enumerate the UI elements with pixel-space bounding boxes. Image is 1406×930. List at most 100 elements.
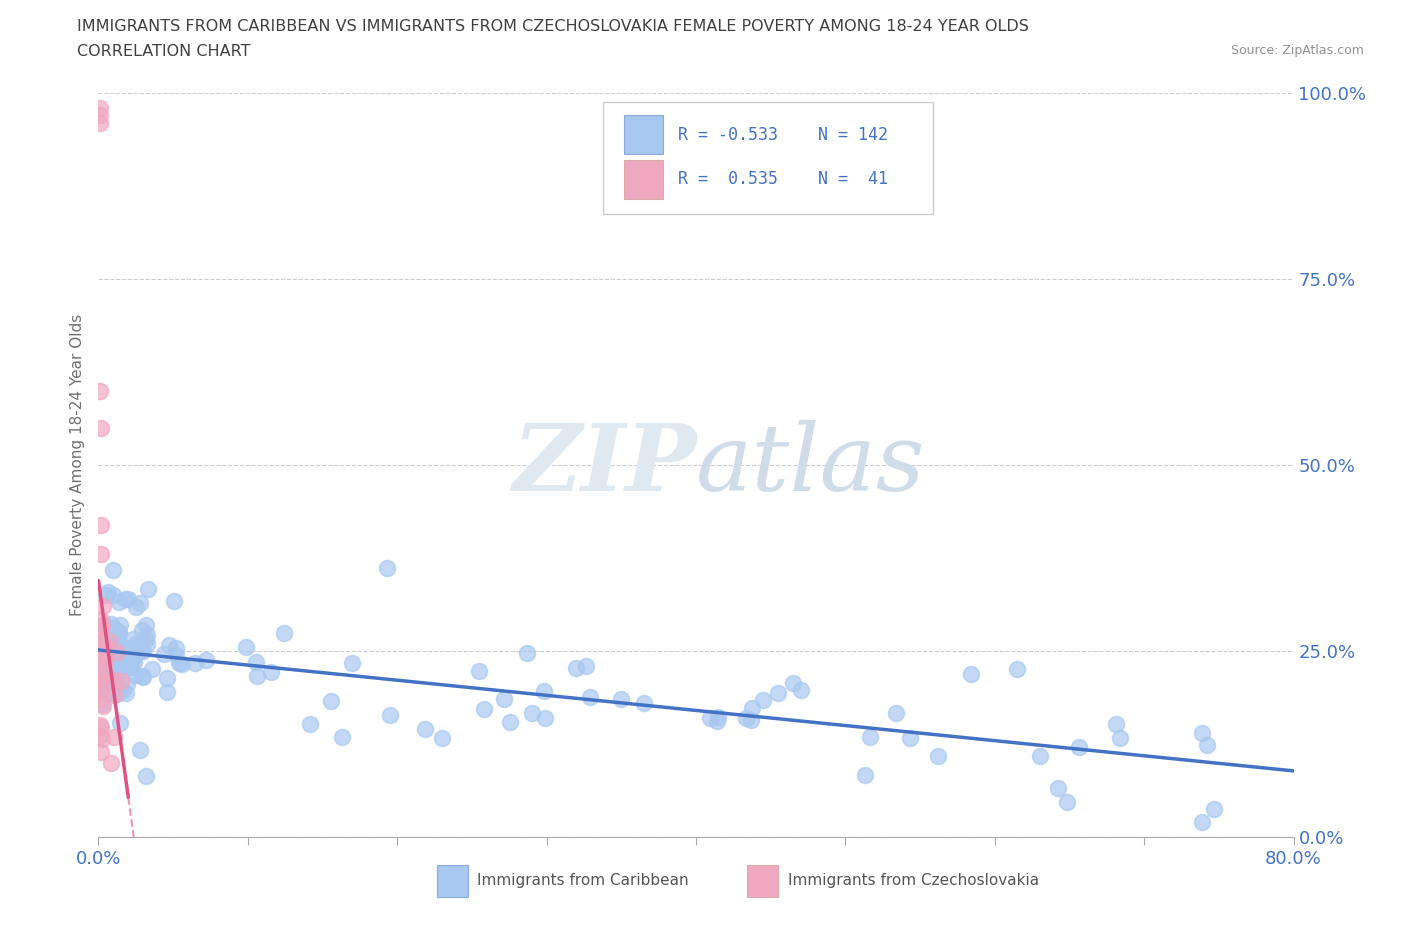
Point xyxy=(564,660,586,675)
Point xyxy=(89,620,111,635)
Point xyxy=(91,618,114,633)
Point xyxy=(105,644,128,659)
Point xyxy=(898,731,921,746)
Point xyxy=(1029,749,1052,764)
Point xyxy=(104,648,127,663)
Text: atlas: atlas xyxy=(696,420,925,510)
Point xyxy=(103,688,125,703)
Point xyxy=(97,585,120,600)
Point xyxy=(740,712,762,727)
Point xyxy=(93,599,115,614)
Point xyxy=(104,654,127,669)
Point xyxy=(169,656,191,671)
Point xyxy=(105,653,128,668)
Point xyxy=(89,633,111,648)
Point xyxy=(533,684,555,698)
Text: CORRELATION CHART: CORRELATION CHART xyxy=(77,44,250,59)
Text: ZIP: ZIP xyxy=(512,420,696,510)
Point xyxy=(105,666,128,681)
Point xyxy=(89,684,111,698)
Point xyxy=(97,633,120,648)
Point xyxy=(472,702,495,717)
Point xyxy=(90,420,112,435)
Point xyxy=(124,640,146,655)
Point xyxy=(107,679,129,694)
Point xyxy=(108,625,131,640)
Point xyxy=(131,622,153,637)
Point xyxy=(298,716,321,731)
Point xyxy=(100,617,122,631)
Point xyxy=(101,620,124,635)
Point xyxy=(706,714,728,729)
Point xyxy=(1056,795,1078,810)
Point xyxy=(1191,815,1213,830)
Point xyxy=(165,647,187,662)
Point xyxy=(89,729,111,744)
Point xyxy=(534,711,557,725)
Point xyxy=(115,677,138,692)
Point xyxy=(105,624,128,639)
Point xyxy=(1108,731,1130,746)
Point xyxy=(90,646,112,661)
Point xyxy=(114,685,136,700)
Point xyxy=(94,655,117,670)
Point xyxy=(859,730,882,745)
Point xyxy=(128,595,150,610)
Point xyxy=(413,721,436,736)
Point xyxy=(101,665,124,680)
Point xyxy=(90,633,112,648)
Point xyxy=(89,115,111,130)
Point xyxy=(135,768,157,783)
Point xyxy=(101,563,124,578)
Point xyxy=(707,710,730,724)
Point xyxy=(579,690,602,705)
Point xyxy=(89,672,111,687)
Point xyxy=(136,636,159,651)
Point xyxy=(170,657,193,671)
Point xyxy=(107,660,129,675)
Point xyxy=(117,591,139,606)
Point xyxy=(1067,739,1090,754)
Point xyxy=(103,633,125,648)
Point xyxy=(90,674,112,689)
Point xyxy=(91,671,114,686)
Point xyxy=(89,108,111,123)
Point xyxy=(260,664,283,679)
Point xyxy=(112,640,135,655)
Point xyxy=(132,644,155,658)
Point xyxy=(96,640,118,655)
Point xyxy=(90,654,112,669)
Point xyxy=(108,627,131,642)
Point xyxy=(90,680,112,695)
Point xyxy=(321,694,343,709)
Point xyxy=(96,638,118,653)
Point xyxy=(108,594,131,609)
Point xyxy=(330,729,353,744)
Point xyxy=(156,684,179,699)
Point xyxy=(853,767,876,782)
Point xyxy=(94,658,117,672)
Point xyxy=(132,670,155,684)
Point xyxy=(157,638,180,653)
Point xyxy=(156,671,179,685)
Point xyxy=(380,708,402,723)
Point xyxy=(89,383,111,398)
Point xyxy=(90,649,112,664)
Point xyxy=(1047,780,1070,795)
Point xyxy=(89,643,111,658)
Point xyxy=(610,692,633,707)
Point xyxy=(90,720,112,735)
Point xyxy=(100,755,122,770)
Point xyxy=(124,642,146,657)
Point xyxy=(468,663,491,678)
Text: Immigrants from Caribbean: Immigrants from Caribbean xyxy=(477,872,689,887)
Point xyxy=(101,668,124,683)
Point xyxy=(101,588,124,603)
Point xyxy=(89,660,111,675)
Point xyxy=(1105,716,1128,731)
Point xyxy=(108,715,131,730)
Point xyxy=(89,652,111,667)
Point xyxy=(494,691,516,706)
Point xyxy=(125,600,148,615)
Point xyxy=(184,656,207,671)
